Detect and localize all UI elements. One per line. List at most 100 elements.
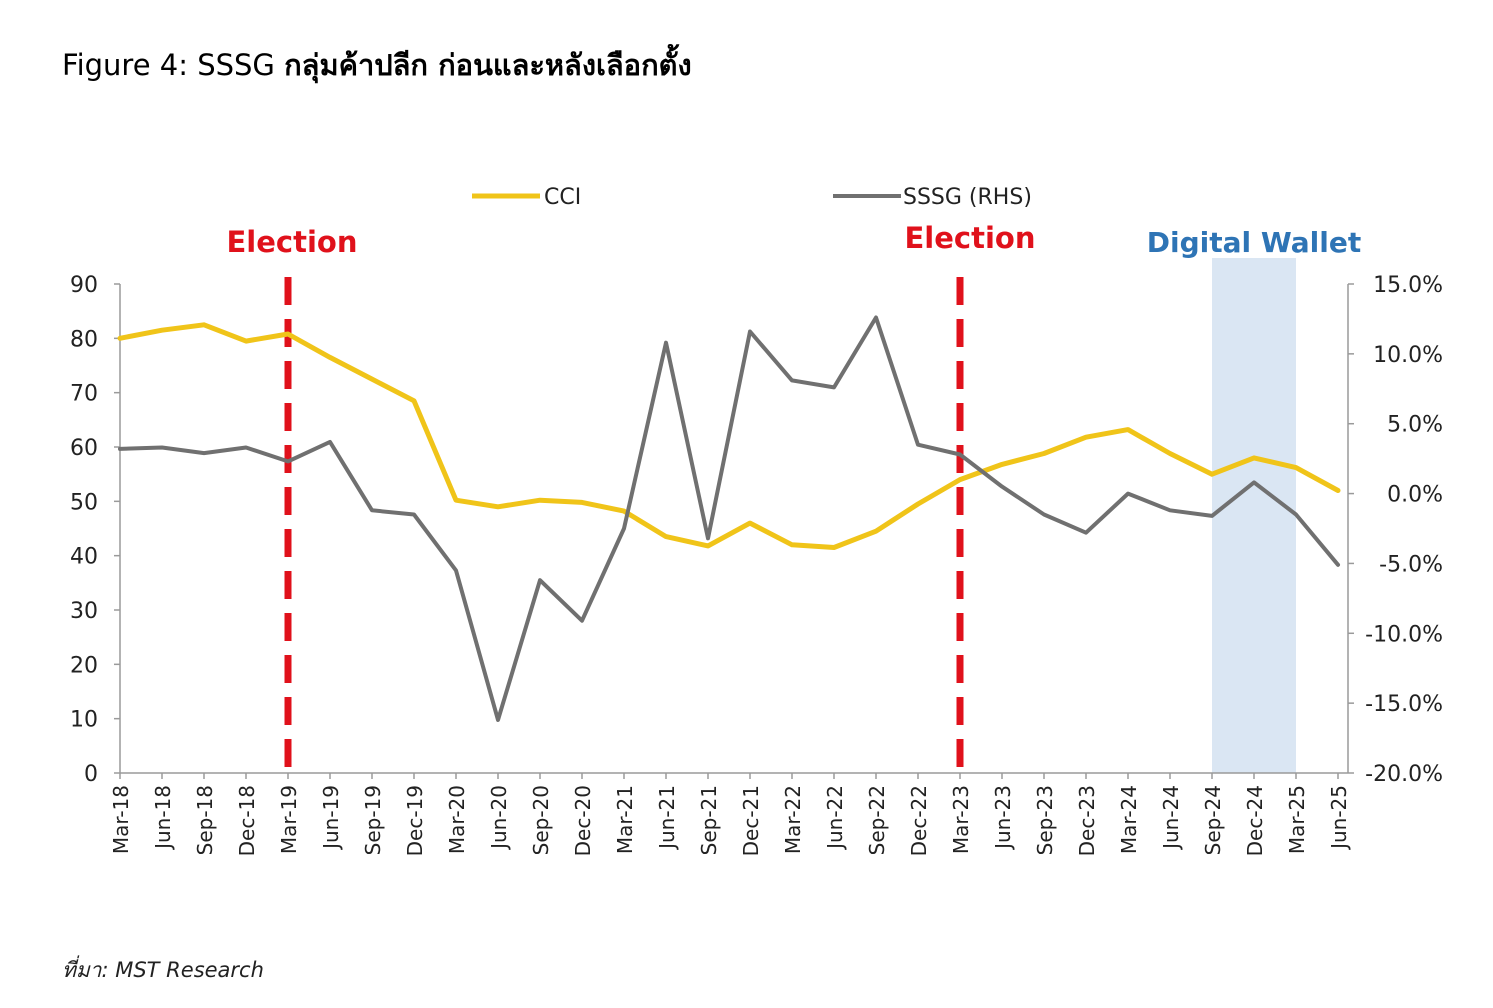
sssg-point xyxy=(1295,513,1297,516)
sssg-point xyxy=(623,527,625,530)
legend-label-sssg: SSSG (RHS) xyxy=(903,185,1032,210)
figure-title: Figure 4: SSSG กลุ่มค้าปลีก ก่อนและหลังเ… xyxy=(62,42,692,88)
x-axis-tick-label: Dec-20 xyxy=(571,785,595,856)
x-axis-tick-label: Jun-20 xyxy=(487,785,511,851)
x-axis-tick-label: Jun-21 xyxy=(655,785,679,851)
figure-title-prefix: Figure 4: SSSG xyxy=(62,48,285,82)
x-axis-tick-label: Mar-25 xyxy=(1285,785,1309,854)
axes-layer: 0 10 20 30 40 50 60 70 80 90 -20.0% -15.0% -10.0% -5.… xyxy=(70,273,1443,856)
figure-title-thai: กลุ่มค้าปลีก ก่อนและหลังเลือกตั้ง xyxy=(284,48,692,82)
left-axis-tick-label: 40 xyxy=(70,545,98,570)
cci-point xyxy=(119,337,121,340)
cci-point xyxy=(371,378,373,380)
x-axis-tick-label: Sep-23 xyxy=(1033,785,1057,855)
sssg-point xyxy=(665,341,667,344)
cci-point xyxy=(161,329,163,331)
cci-point xyxy=(497,505,499,508)
digital-wallet-label: Digital Wallet xyxy=(1147,226,1361,259)
cci-point xyxy=(707,545,709,547)
x-axis-tick-label: Sep-21 xyxy=(697,785,721,855)
sssg-point xyxy=(413,513,415,516)
sssg-point xyxy=(1253,481,1255,484)
x-axis-tick-label: Dec-18 xyxy=(235,785,259,856)
cci-point xyxy=(1043,452,1045,455)
left-axis-tick-label: 50 xyxy=(70,490,98,515)
right-axis-tick-label: -10.0% xyxy=(1365,622,1443,647)
x-axis-tick-label: Jun-19 xyxy=(319,785,343,851)
x-axis-tick-label: Sep-18 xyxy=(193,785,217,855)
x-axis-tick-label: Dec-21 xyxy=(739,785,763,856)
cci-point xyxy=(833,546,835,549)
sssg-point xyxy=(1127,492,1129,495)
cci-point xyxy=(539,499,541,502)
cci-point xyxy=(581,501,583,504)
x-axis-tick-label: Mar-23 xyxy=(949,785,973,854)
x-axis-tick-label: Mar-21 xyxy=(613,785,637,854)
left-axis-tick-label: 20 xyxy=(70,653,98,678)
legend-label-cci: CCI xyxy=(544,185,581,210)
right-axis-tick-label: -20.0% xyxy=(1365,762,1443,787)
x-axis-tick-label: Jun-18 xyxy=(151,785,175,851)
x-axis-tick-label: Dec-23 xyxy=(1075,785,1099,856)
cci-point xyxy=(203,323,205,326)
cci-point xyxy=(623,510,625,512)
right-axis-tick-label: -5.0% xyxy=(1379,552,1443,577)
x-axis-tick-label: Mar-19 xyxy=(277,785,301,854)
left-axis-tick-label: 90 xyxy=(70,273,98,298)
election-label: Election xyxy=(227,225,358,259)
sssg-point xyxy=(203,452,205,454)
band-layer xyxy=(1212,258,1296,773)
cci-point xyxy=(1127,428,1129,431)
cci-point xyxy=(1295,466,1297,469)
right-axis-tick-label: 15.0% xyxy=(1373,273,1443,298)
x-axis-tick-label: Mar-20 xyxy=(445,785,469,854)
digital-wallet-band xyxy=(1212,258,1296,773)
cci-point xyxy=(1337,489,1339,492)
x-axis-tick-label: Mar-24 xyxy=(1117,785,1141,854)
cci-point xyxy=(413,400,415,402)
cci-point xyxy=(287,333,289,335)
label-layer: Digital Wallet Election Election xyxy=(227,221,1362,259)
right-axis-tick-label: 5.0% xyxy=(1387,413,1443,438)
left-axis-tick-label: 10 xyxy=(70,708,98,733)
left-axis-tick-label: 60 xyxy=(70,436,98,461)
sssg-point xyxy=(1169,509,1171,512)
x-axis-tick-label: Jun-22 xyxy=(823,785,847,851)
sssg-point xyxy=(329,441,331,443)
right-axis-tick-label: 0.0% xyxy=(1387,483,1443,508)
sssg-point xyxy=(581,619,583,622)
cci-point xyxy=(1001,463,1003,466)
x-axis-tick-label: Mar-18 xyxy=(109,785,133,854)
cci-point xyxy=(749,522,751,524)
source-note: ที่มา: MST Research xyxy=(62,958,264,982)
right-axis-tick-label: -15.0% xyxy=(1365,692,1443,717)
series-line-sssg xyxy=(118,315,1340,722)
legend: CCI SSSG (RHS) xyxy=(472,185,1032,210)
x-axis-tick-label: Dec-19 xyxy=(403,785,427,856)
cci-point xyxy=(917,503,919,505)
cci-point xyxy=(245,340,247,342)
x-axis-tick-label: Sep-24 xyxy=(1201,785,1225,855)
x-axis-tick-label: Dec-24 xyxy=(1243,785,1267,856)
sssg-point xyxy=(959,453,961,456)
x-axis-tick-label: Jun-24 xyxy=(1159,785,1183,851)
left-axis-tick-label: 30 xyxy=(70,599,98,624)
sssg-point xyxy=(791,379,793,382)
x-axis-tick-label: Sep-20 xyxy=(529,785,553,855)
left-axis-tick-label: 70 xyxy=(70,382,98,407)
sssg-point xyxy=(161,446,163,449)
sssg-point xyxy=(707,537,709,540)
series-layer xyxy=(117,315,1341,722)
sssg-point xyxy=(1001,485,1003,488)
x-axis-tick-label: Sep-22 xyxy=(865,785,889,855)
series-line-cci xyxy=(117,322,1341,550)
sssg-point xyxy=(1211,515,1213,517)
sssg-point xyxy=(749,330,751,333)
left-axis-tick-label: 80 xyxy=(70,327,98,352)
cci-point xyxy=(791,544,793,546)
x-axis-tick-label: Mar-22 xyxy=(781,785,805,854)
sssg-point xyxy=(1043,513,1045,516)
sssg-point xyxy=(455,569,457,572)
sssg-point xyxy=(371,509,373,512)
